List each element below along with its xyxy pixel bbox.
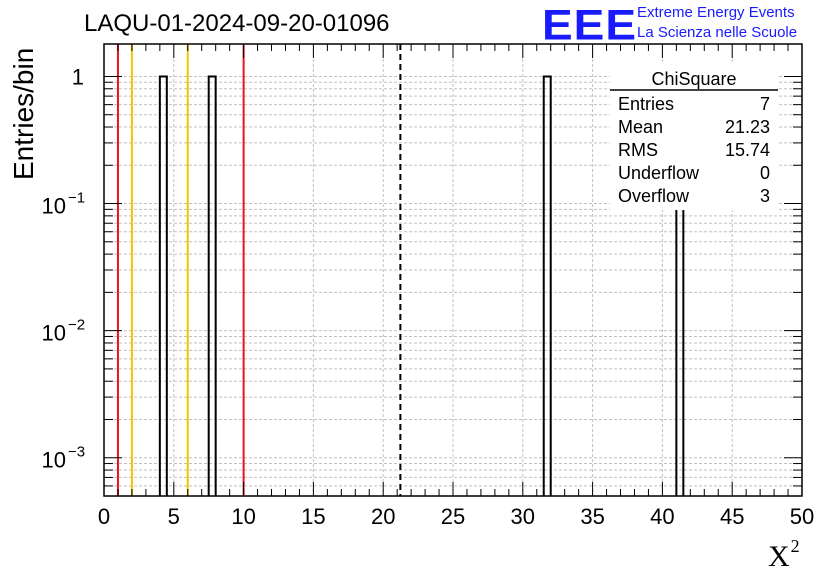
reference-lines — [116, 44, 402, 496]
eee-logo: EEE — [542, 0, 638, 49]
stats-row-value: 7 — [760, 94, 770, 114]
stats-row-value: 15.74 — [725, 140, 770, 160]
stats-row-value: 21.23 — [725, 117, 770, 137]
x-tick-label: 35 — [580, 504, 604, 529]
y-tick-label: 10 — [42, 321, 66, 346]
x-tick-label: 50 — [790, 504, 814, 529]
stats-box: ChiSquare Entries 7 Mean 21.23 RMS 15.74 Underf… — [610, 62, 778, 210]
y-tick-exponent: −3 — [68, 444, 85, 461]
x-tick-label: 10 — [231, 504, 255, 529]
x-tick-label: 45 — [720, 504, 744, 529]
chart-title: LAQU-01-2024-09-20-01096 — [84, 10, 390, 37]
x-tick-label: 15 — [301, 504, 325, 529]
x-tick-label: 20 — [371, 504, 395, 529]
y-tick-exponent: −1 — [68, 190, 85, 207]
stats-box-title: ChiSquare — [651, 69, 736, 89]
y-tick-label: 10 — [42, 194, 66, 219]
y-tick-exponent: −2 — [68, 317, 85, 334]
x-tick-label: 0 — [98, 504, 110, 529]
stats-row-label: Mean — [618, 117, 663, 137]
x-axis-label-text: X — [768, 540, 790, 573]
histogram-bin — [158, 75, 168, 496]
x-tick-label: 5 — [168, 504, 180, 529]
x-axis-label-superscript: 2 — [790, 536, 800, 556]
x-tick-label: 40 — [650, 504, 674, 529]
stats-row-label: Overflow — [618, 186, 690, 206]
stats-row-value: 3 — [760, 186, 770, 206]
histogram-bin — [207, 75, 217, 496]
histogram-bin — [542, 75, 552, 496]
y-tick-label: 10 — [42, 448, 66, 473]
y-axis-label: Entries/bin — [8, 47, 39, 180]
x-tick-label: 30 — [511, 504, 535, 529]
stats-box-background — [610, 62, 778, 210]
stats-row-label: RMS — [618, 140, 658, 160]
x-tick-label: 25 — [441, 504, 465, 529]
histogram-bars — [158, 75, 685, 496]
stats-row-label: Entries — [618, 94, 674, 114]
logo-line-1: Extreme Energy Events — [637, 4, 795, 21]
y-tick-label: 1 — [72, 64, 84, 89]
stats-row-label: Underflow — [618, 163, 700, 183]
stats-row-value: 0 — [760, 163, 770, 183]
x-axis-label: X2 — [768, 536, 800, 574]
axis-ticks — [103, 44, 803, 497]
logo-line-2: La Scienza nelle Scuole — [637, 24, 798, 41]
